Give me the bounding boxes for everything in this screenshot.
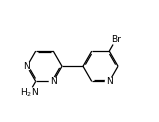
Text: N: N (106, 77, 113, 86)
Circle shape (105, 78, 113, 85)
Circle shape (49, 78, 57, 85)
Circle shape (23, 62, 31, 70)
Circle shape (111, 35, 121, 45)
Text: N: N (24, 62, 30, 71)
Circle shape (24, 87, 35, 98)
Text: N: N (50, 77, 57, 86)
Text: H$_2$N: H$_2$N (20, 86, 39, 99)
Text: Br: Br (111, 35, 121, 44)
